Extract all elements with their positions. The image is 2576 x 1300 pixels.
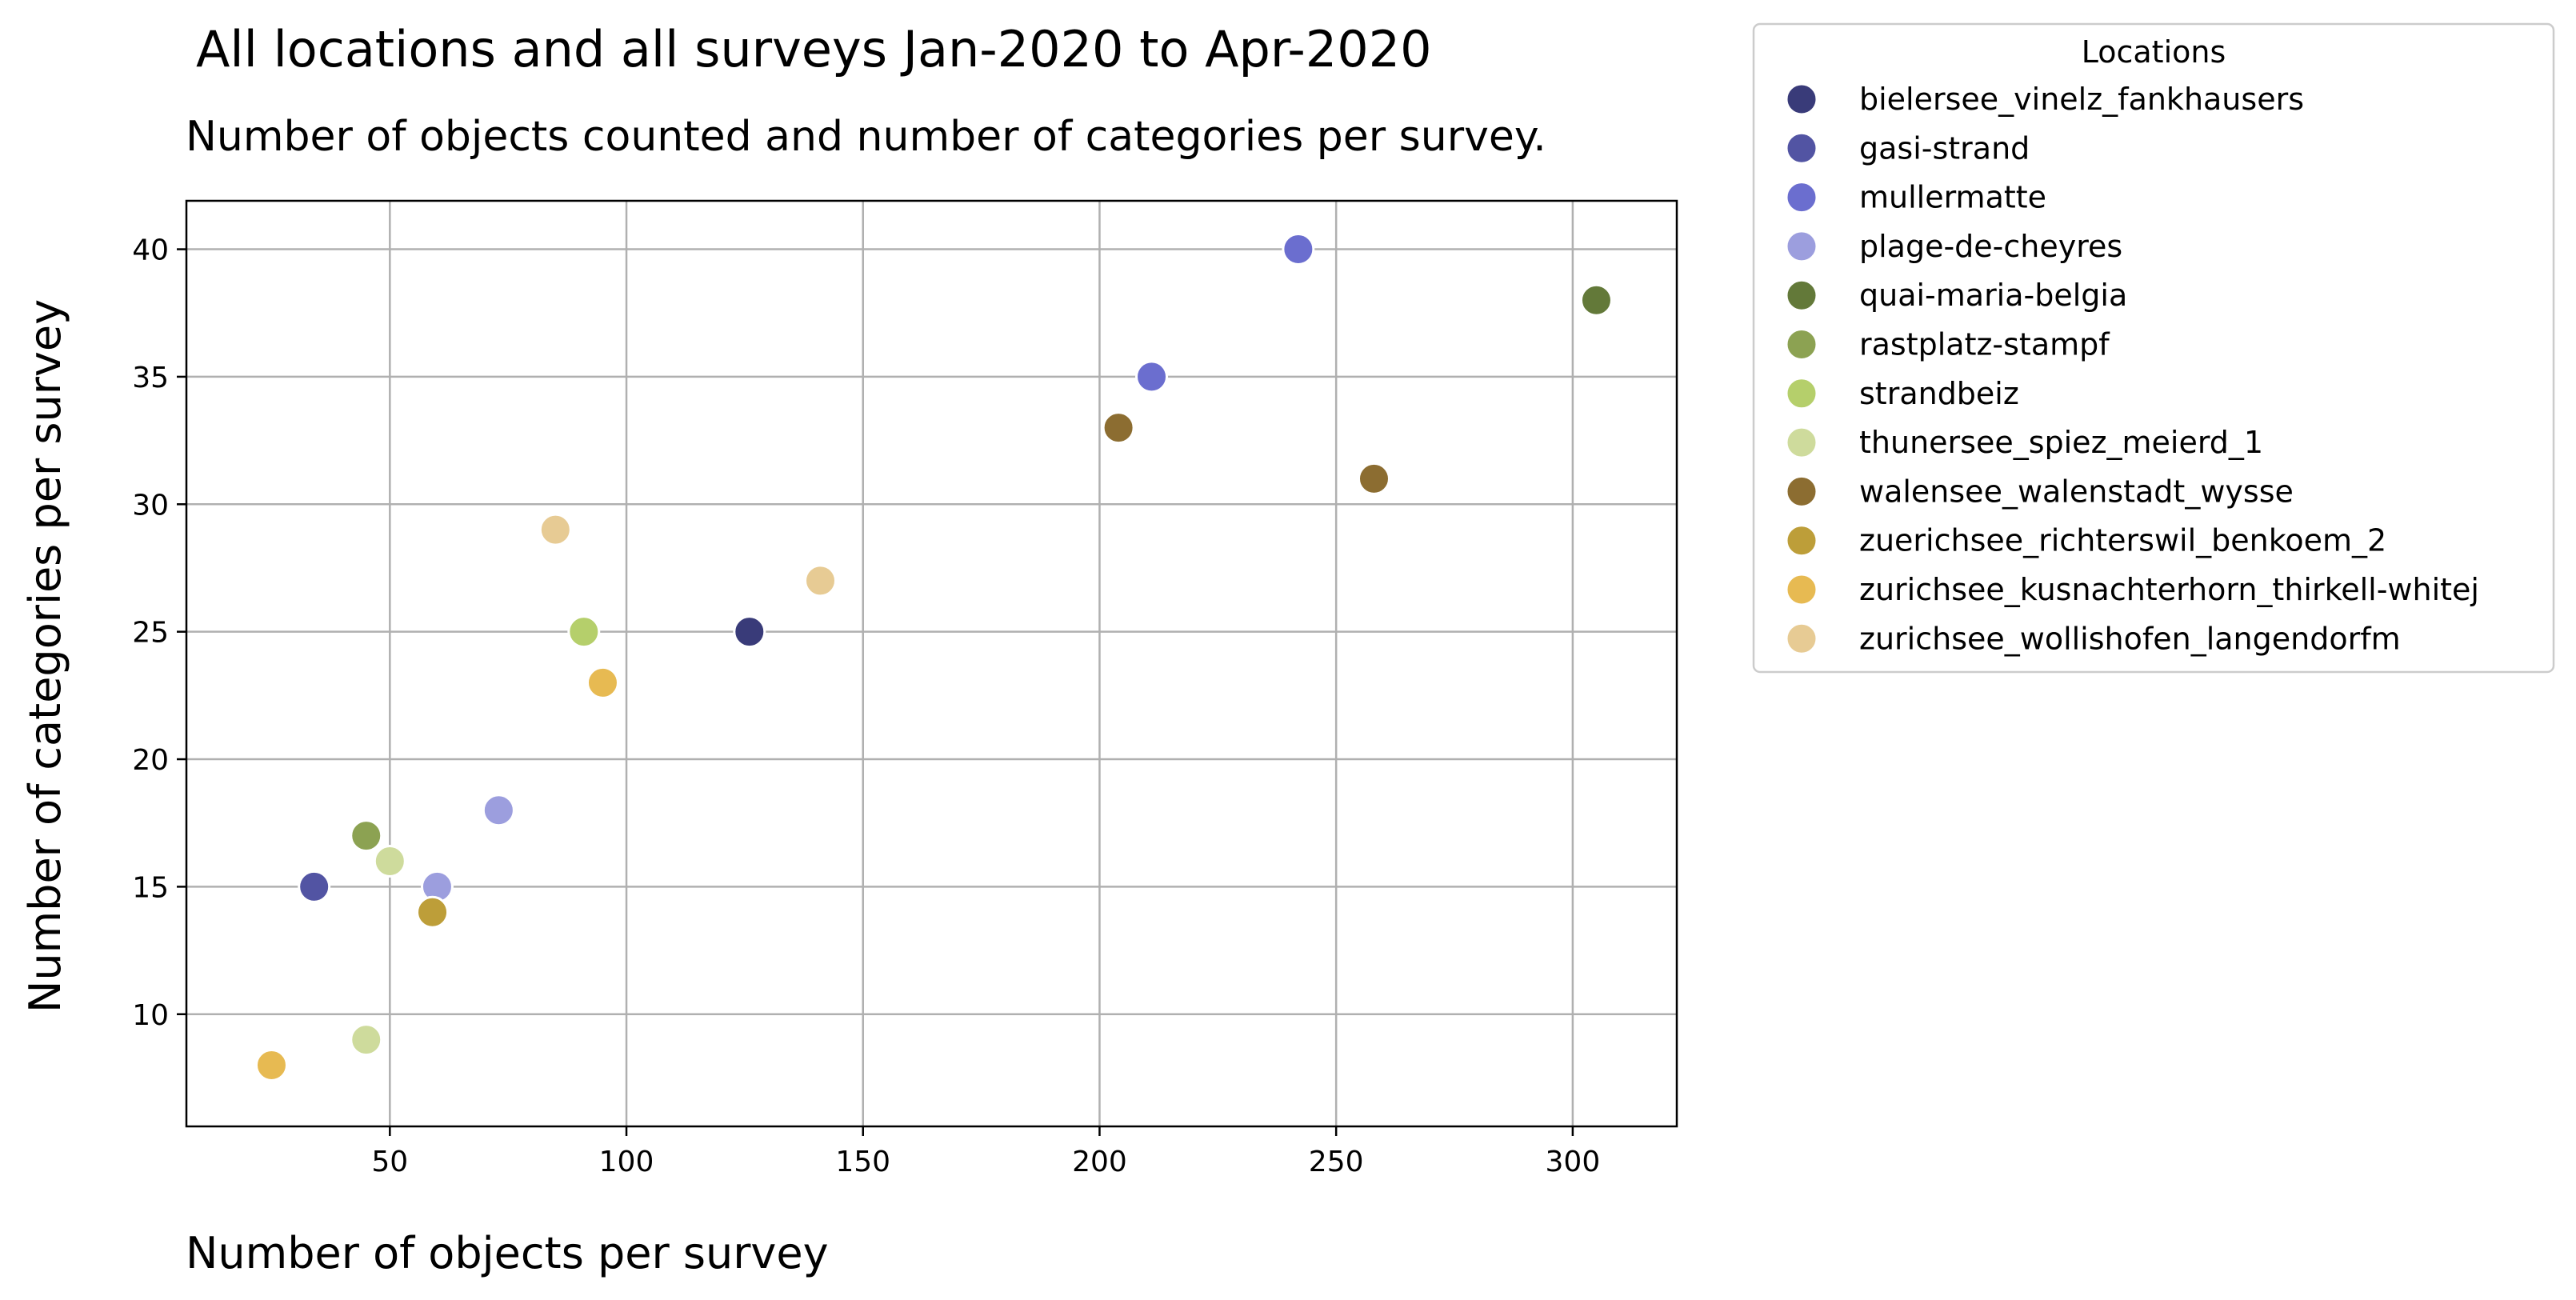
data-point	[1357, 462, 1390, 495]
y-tick-label: 25	[132, 617, 169, 650]
legend-marker	[1785, 131, 1818, 165]
x-tick-label: 200	[1072, 1146, 1127, 1178]
legend-label: bielersee_vinelz_fankhausers	[1859, 82, 2304, 117]
y-tick-label: 20	[132, 744, 169, 777]
legend-label: quai-maria-belgia	[1859, 278, 2127, 313]
legend-label: thunersee_spiez_meierd_1	[1859, 425, 2263, 460]
x-tick-label: 250	[1309, 1146, 1364, 1178]
y-tick-label: 35	[132, 362, 169, 394]
chart-subtitle: Number of objects counted and number of …	[186, 113, 1546, 161]
y-tick-label: 40	[132, 234, 169, 267]
grid-lines	[186, 201, 1677, 1126]
legend-label: rastplatz-stampf	[1859, 327, 2110, 362]
data-point	[1282, 233, 1315, 266]
data-point	[482, 794, 515, 827]
x-tick-label: 50	[371, 1146, 408, 1178]
legend-label: plage-de-cheyres	[1859, 229, 2122, 264]
data-point	[567, 615, 601, 649]
legend-marker	[1785, 377, 1818, 410]
legend-frame	[1752, 22, 2555, 674]
legend-title: Locations	[2082, 34, 2226, 70]
data-point	[804, 564, 838, 598]
legend-label: zuerichsee_richterswil_benkoem_2	[1859, 523, 2386, 558]
legend-marker	[1785, 573, 1818, 606]
chart-title: All locations and all surveys Jan-2020 t…	[196, 20, 1432, 78]
data-points	[254, 233, 1613, 1082]
legend-label: mullermatte	[1859, 180, 2046, 215]
data-point	[254, 1049, 288, 1082]
x-tick-label: 300	[1546, 1146, 1601, 1178]
legend-marker	[1785, 278, 1818, 312]
legend-marker	[1785, 622, 1818, 655]
data-point	[1579, 283, 1613, 317]
legend-marker	[1785, 82, 1818, 116]
legend-marker	[1785, 181, 1818, 214]
x-tick-label: 150	[835, 1146, 890, 1178]
legend-marker	[1785, 474, 1818, 508]
legend-marker	[1785, 328, 1818, 361]
legend-marker	[1785, 230, 1818, 263]
data-point	[586, 666, 619, 699]
y-tick-label: 15	[132, 871, 169, 904]
data-point	[298, 870, 331, 903]
data-point	[416, 895, 450, 929]
legend-label: strandbeiz	[1859, 376, 2019, 411]
legend-label: gasi-strand	[1859, 130, 2030, 166]
data-point	[733, 615, 766, 649]
legend-label: zurichsee_wollishofen_langendorfm	[1859, 621, 2401, 656]
data-point	[1135, 360, 1169, 394]
legend-marker	[1785, 524, 1818, 558]
legend: Locations bielersee_vinelz_fankhausersga…	[1752, 22, 2555, 674]
legend-label: walensee_walenstadt_wysse	[1859, 474, 2294, 509]
y-tick-label: 30	[132, 489, 169, 522]
data-point	[350, 1023, 383, 1057]
data-point	[1102, 411, 1135, 445]
data-point	[538, 513, 572, 546]
y-tick-label: 10	[132, 999, 169, 1032]
legend-marker	[1785, 426, 1818, 459]
x-axis-label: Number of objects per survey	[186, 1228, 829, 1278]
y-axis-label: Number of categories per survey	[20, 299, 70, 1013]
plot-area-frame	[185, 199, 1678, 1128]
legend-label: zurichsee_kusnachterhorn_thirkell-whitej	[1859, 572, 2479, 607]
x-tick-label: 100	[599, 1146, 654, 1178]
axis-ticks: 50 100 150 200 250 300 10 15 20 25 30 35 40	[132, 234, 1600, 1178]
data-point	[350, 819, 383, 853]
data-point	[373, 845, 406, 878]
